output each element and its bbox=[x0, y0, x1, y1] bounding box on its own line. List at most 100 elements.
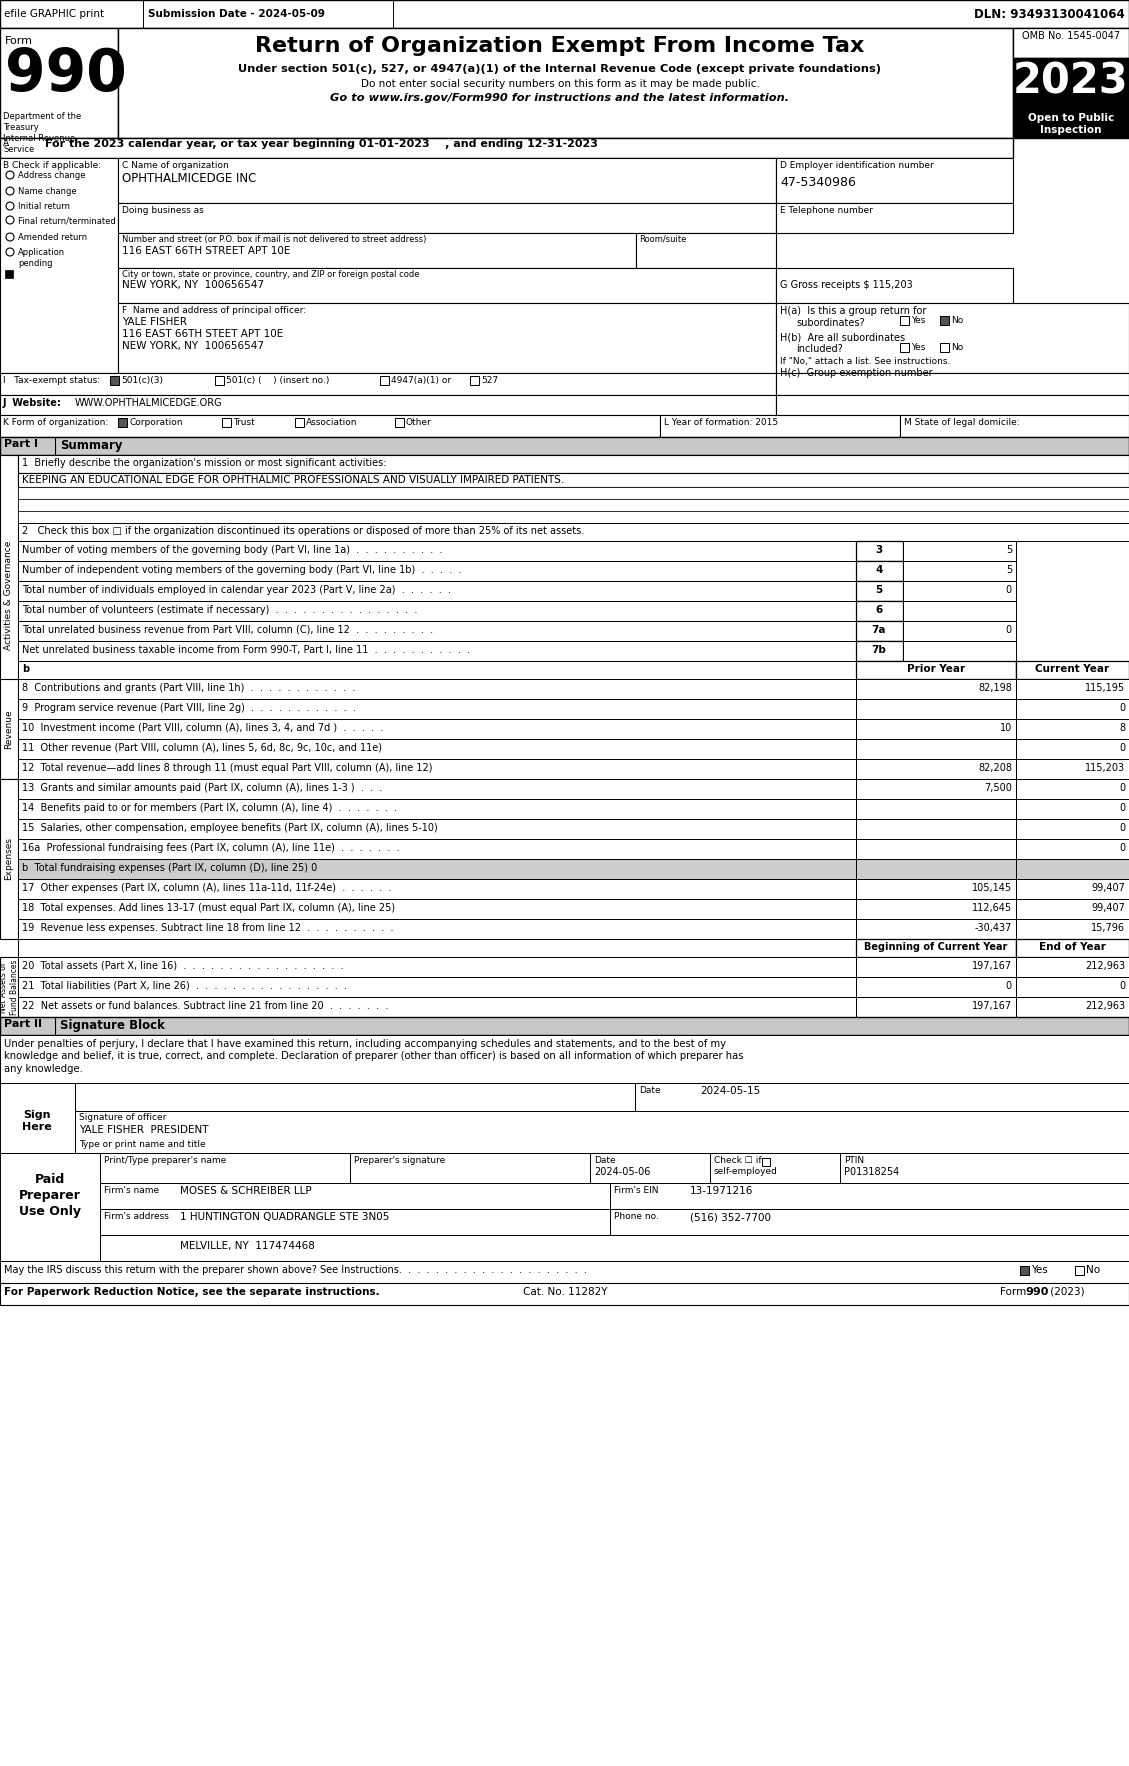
Text: Check ☐ if
self-employed: Check ☐ if self-employed bbox=[714, 1157, 778, 1176]
Text: MELVILLE, NY  117474468: MELVILLE, NY 117474468 bbox=[180, 1241, 315, 1250]
Text: YALE FISHER: YALE FISHER bbox=[122, 318, 187, 327]
Bar bbox=[856, 798, 1016, 819]
Bar bbox=[18, 738, 856, 759]
Text: B Check if applicable:: B Check if applicable: bbox=[3, 161, 102, 170]
Text: b: b bbox=[21, 664, 29, 675]
Text: H(a)  Is this a group return for: H(a) Is this a group return for bbox=[780, 306, 927, 316]
Text: 1 HUNTINGTON QUADRANGLE STE 3N05: 1 HUNTINGTON QUADRANGLE STE 3N05 bbox=[180, 1211, 390, 1222]
Text: H(c)  Group exemption number: H(c) Group exemption number bbox=[780, 367, 933, 378]
Text: 0: 0 bbox=[1119, 743, 1124, 752]
Bar bbox=[1016, 819, 1129, 839]
Text: Prior Year: Prior Year bbox=[907, 664, 965, 675]
Text: 2024-05-06: 2024-05-06 bbox=[594, 1167, 650, 1176]
Text: No: No bbox=[1086, 1264, 1100, 1275]
Text: 22  Net assets or fund balances. Subtract line 21 from line 20  .  .  .  .  .  .: 22 Net assets or fund balances. Subtract… bbox=[21, 1001, 388, 1010]
Text: No: No bbox=[951, 316, 963, 325]
Text: 501(c)(3): 501(c)(3) bbox=[121, 376, 163, 385]
Bar bbox=[776, 203, 1013, 233]
Bar bbox=[903, 622, 1016, 641]
Bar bbox=[856, 540, 903, 562]
Bar bbox=[18, 581, 856, 600]
Text: Firm's address: Firm's address bbox=[104, 1211, 169, 1220]
Text: 11  Other revenue (Part VIII, column (A), lines 5, 6d, 8c, 9c, 10c, and 11e): 11 Other revenue (Part VIII, column (A),… bbox=[21, 743, 382, 752]
Bar bbox=[856, 899, 1016, 918]
Text: 105,145: 105,145 bbox=[972, 883, 1012, 894]
Bar bbox=[1016, 998, 1129, 1017]
Text: 15  Salaries, other compensation, employee benefits (Part IX, column (A), lines : 15 Salaries, other compensation, employe… bbox=[21, 823, 438, 834]
Text: 112,645: 112,645 bbox=[972, 902, 1012, 913]
Text: 115,203: 115,203 bbox=[1085, 763, 1124, 774]
Text: Firm's EIN: Firm's EIN bbox=[614, 1187, 658, 1196]
Bar bbox=[1016, 779, 1129, 798]
Bar bbox=[1016, 699, 1129, 719]
Text: Phone no.: Phone no. bbox=[614, 1211, 659, 1220]
Bar bbox=[0, 0, 1129, 28]
Text: 5: 5 bbox=[1006, 565, 1012, 576]
Bar bbox=[75, 1083, 634, 1111]
Bar bbox=[100, 1234, 1129, 1261]
Text: Signature Block: Signature Block bbox=[60, 1019, 165, 1031]
Text: 99,407: 99,407 bbox=[1091, 902, 1124, 913]
Text: Return of Organization Exempt From Income Tax: Return of Organization Exempt From Incom… bbox=[255, 35, 865, 57]
Text: 0: 0 bbox=[1119, 782, 1124, 793]
Bar bbox=[75, 1111, 1129, 1153]
Text: Address change: Address change bbox=[18, 171, 86, 180]
Text: KEEPING AN EDUCATIONAL EDGE FOR OPHTHALMIC PROFESSIONALS AND VISUALLY IMPAIRED P: KEEPING AN EDUCATIONAL EDGE FOR OPHTHALM… bbox=[21, 475, 564, 486]
Text: Revenue: Revenue bbox=[5, 710, 14, 749]
Bar bbox=[776, 268, 1013, 304]
Text: 0: 0 bbox=[1119, 842, 1124, 853]
Text: 2   Check this box □ if the organization discontinued its operations or disposed: 2 Check this box □ if the organization d… bbox=[21, 526, 584, 537]
Bar bbox=[0, 415, 660, 436]
Text: (2023): (2023) bbox=[1047, 1287, 1085, 1296]
Text: 82,198: 82,198 bbox=[978, 683, 1012, 692]
Text: H(b)  Are all subordinates: H(b) Are all subordinates bbox=[780, 332, 905, 343]
Text: Preparer's signature: Preparer's signature bbox=[355, 1157, 445, 1166]
Text: Paid
Preparer
Use Only: Paid Preparer Use Only bbox=[19, 1173, 81, 1219]
Bar bbox=[119, 157, 776, 203]
Bar bbox=[1016, 738, 1129, 759]
Bar bbox=[856, 738, 1016, 759]
Text: Number of independent voting members of the governing body (Part VI, line 1b)  .: Number of independent voting members of … bbox=[21, 565, 462, 576]
Bar bbox=[119, 419, 126, 427]
Bar bbox=[0, 957, 18, 1017]
Text: 0: 0 bbox=[1119, 703, 1124, 713]
Text: (516) 352-7700: (516) 352-7700 bbox=[690, 1211, 771, 1222]
Bar bbox=[18, 899, 856, 918]
Text: Application
pending: Application pending bbox=[18, 247, 65, 268]
Text: C Name of organization: C Name of organization bbox=[122, 161, 229, 170]
Text: Total number of individuals employed in calendar year 2023 (Part V, line 2a)  . : Total number of individuals employed in … bbox=[21, 585, 450, 595]
Text: Amended return: Amended return bbox=[18, 233, 87, 242]
Bar bbox=[856, 699, 1016, 719]
Bar bbox=[18, 699, 856, 719]
Text: 13-1971216: 13-1971216 bbox=[690, 1187, 753, 1196]
Bar bbox=[18, 719, 856, 738]
Bar bbox=[1016, 719, 1129, 738]
Bar bbox=[610, 1183, 1129, 1210]
Bar bbox=[856, 581, 903, 600]
Text: Form: Form bbox=[5, 35, 33, 46]
Bar bbox=[776, 157, 1013, 203]
Bar bbox=[18, 456, 1129, 473]
Text: Date: Date bbox=[594, 1157, 615, 1166]
Bar bbox=[940, 316, 949, 325]
Bar bbox=[119, 28, 1013, 138]
Bar bbox=[856, 719, 1016, 738]
Text: OPHTHALMICEDGE INC: OPHTHALMICEDGE INC bbox=[122, 171, 256, 185]
Text: 1  Briefly describe the organization's mission or most significant activities:: 1 Briefly describe the organization's mi… bbox=[21, 457, 386, 468]
Bar bbox=[18, 839, 856, 858]
Text: 47-5340986: 47-5340986 bbox=[780, 177, 856, 189]
Bar bbox=[0, 678, 18, 779]
Text: 0: 0 bbox=[1119, 823, 1124, 834]
Bar bbox=[1016, 899, 1129, 918]
Text: 0: 0 bbox=[1006, 980, 1012, 991]
Bar bbox=[856, 957, 1016, 977]
Bar bbox=[903, 581, 1016, 600]
Text: Signature of officer: Signature of officer bbox=[79, 1113, 166, 1121]
Bar bbox=[18, 523, 1129, 540]
Bar bbox=[903, 641, 1016, 660]
Text: Print/Type preparer's name: Print/Type preparer's name bbox=[104, 1157, 226, 1166]
Text: 14  Benefits paid to or for members (Part IX, column (A), line 4)  .  .  .  .  .: 14 Benefits paid to or for members (Part… bbox=[21, 804, 397, 812]
Bar bbox=[1016, 678, 1129, 699]
Text: Activities & Governance: Activities & Governance bbox=[5, 540, 14, 650]
Text: L Year of formation: 2015: L Year of formation: 2015 bbox=[664, 419, 778, 427]
